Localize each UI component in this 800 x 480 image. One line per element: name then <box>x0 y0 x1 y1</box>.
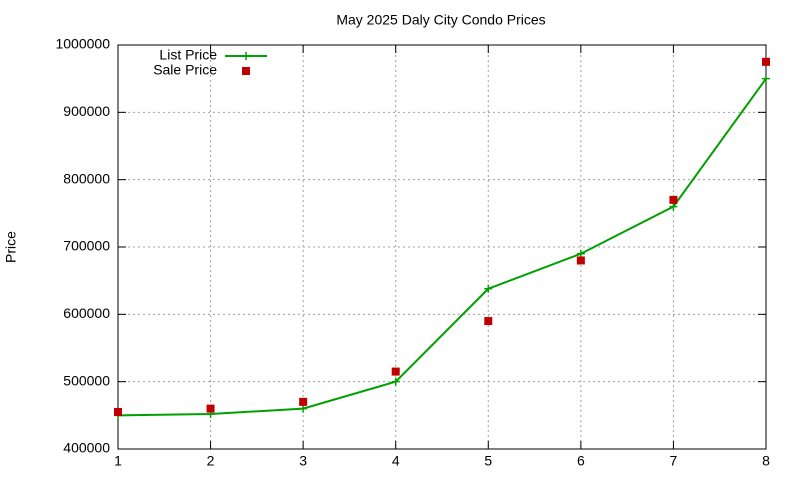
plot-border <box>117 44 767 450</box>
data-point <box>762 74 770 83</box>
data-point <box>484 284 493 293</box>
x-tick-label: 6 <box>577 453 585 469</box>
x-tick-label: 2 <box>207 453 215 469</box>
legend-swatch <box>242 52 250 60</box>
data-point <box>299 404 308 413</box>
y-tick-label: 900000 <box>63 103 110 119</box>
data-point <box>762 57 770 66</box>
y-tick-label: 500000 <box>63 372 110 388</box>
y-tick-label: 1000000 <box>55 36 110 52</box>
data-point <box>299 397 308 406</box>
data-point <box>576 256 585 265</box>
data-point <box>576 249 585 258</box>
data-point <box>391 367 400 376</box>
x-tick-label: 5 <box>484 453 492 469</box>
y-tick-label: 700000 <box>63 238 110 254</box>
legend-swatch <box>242 67 250 75</box>
y-axis-label: Price <box>3 231 19 263</box>
y-tick-label: 400000 <box>63 440 110 456</box>
data-point <box>484 317 493 326</box>
y-tick-label: 800000 <box>63 170 110 186</box>
chart-title: May 2025 Daly City Condo Prices <box>336 12 545 28</box>
legend-label: List Price <box>159 47 217 63</box>
data-point <box>391 377 400 386</box>
x-tick-label: 1 <box>114 453 122 469</box>
data-point <box>114 407 122 416</box>
x-tick-label: 4 <box>392 453 400 469</box>
x-tick-label: 8 <box>762 453 770 469</box>
x-tick-label: 7 <box>670 453 678 469</box>
data-point <box>206 404 215 413</box>
x-tick-label: 3 <box>299 453 307 469</box>
data-point <box>669 195 678 204</box>
data-point <box>669 202 678 211</box>
y-tick-label: 600000 <box>63 305 110 321</box>
data-line <box>117 78 767 417</box>
legend-label: Sale Price <box>153 62 217 78</box>
